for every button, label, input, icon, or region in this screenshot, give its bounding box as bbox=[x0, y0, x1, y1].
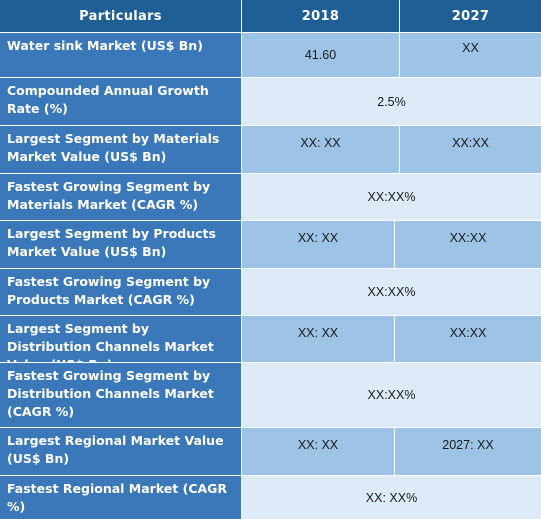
row-label: Largest Segment by Distribution Channels… bbox=[0, 316, 242, 372]
value-2018: XX: XX bbox=[242, 126, 400, 174]
header-particulars: Particulars bbox=[0, 0, 242, 33]
value-2018: XX: XX bbox=[242, 316, 395, 363]
table-header: Particulars 2018 2027 bbox=[0, 0, 541, 33]
value-2027: 2027: XX bbox=[395, 428, 541, 476]
value-2027: XX bbox=[400, 33, 541, 78]
table-row: Fastest Growing Segment by Materials Mar… bbox=[0, 174, 541, 221]
value-merged: 2.5% bbox=[242, 78, 541, 126]
table-row: Largest Segment by Distribution Channels… bbox=[0, 316, 541, 372]
header-2018: 2018 bbox=[242, 0, 400, 33]
table-row: Fastest Growing Segment by Products Mark… bbox=[0, 269, 541, 316]
row-label: Water sink Market (US$ Bn) bbox=[0, 33, 242, 78]
table-row: Fastest Regional Market (CAGR %) XX: XX% bbox=[0, 476, 541, 519]
row-label: Largest Segment by Products Market Value… bbox=[0, 221, 242, 269]
value-merged: XX:XX% bbox=[242, 363, 541, 428]
header-2027: 2027 bbox=[400, 0, 541, 33]
value-merged: XX:XX% bbox=[242, 269, 541, 316]
row-label: Largest Regional Market Value (US$ Bn) bbox=[0, 428, 242, 476]
row-label: Compounded Annual Growth Rate (%) bbox=[0, 78, 242, 126]
value-2018: XX: XX bbox=[242, 221, 395, 269]
row-label: Fastest Growing Segment by Distribution … bbox=[0, 363, 242, 428]
value-merged: XX:XX% bbox=[242, 174, 541, 221]
value-merged: XX: XX% bbox=[242, 476, 541, 519]
table-row: Compounded Annual Growth Rate (%) 2.5% bbox=[0, 78, 541, 126]
table-row: Largest Regional Market Value (US$ Bn) X… bbox=[0, 428, 541, 476]
row-label: Fastest Growing Segment by Materials Mar… bbox=[0, 174, 242, 221]
value-2027: XX:XX bbox=[395, 221, 541, 269]
row-label: Largest Segment by Materials Market Valu… bbox=[0, 126, 242, 174]
value-2018: 41.60 bbox=[242, 33, 400, 78]
table-row: Largest Segment by Products Market Value… bbox=[0, 221, 541, 269]
value-2027: XX:XX bbox=[395, 316, 541, 363]
table-row: Largest Segment by Materials Market Valu… bbox=[0, 126, 541, 174]
value-2027: XX:XX bbox=[400, 126, 541, 174]
row-label: Fastest Growing Segment by Products Mark… bbox=[0, 269, 242, 316]
table-row: Water sink Market (US$ Bn) 41.60 XX bbox=[0, 33, 541, 78]
table-row: Fastest Growing Segment by Distribution … bbox=[0, 363, 541, 428]
value-2018: XX: XX bbox=[242, 428, 395, 476]
row-label: Fastest Regional Market (CAGR %) bbox=[0, 476, 242, 519]
